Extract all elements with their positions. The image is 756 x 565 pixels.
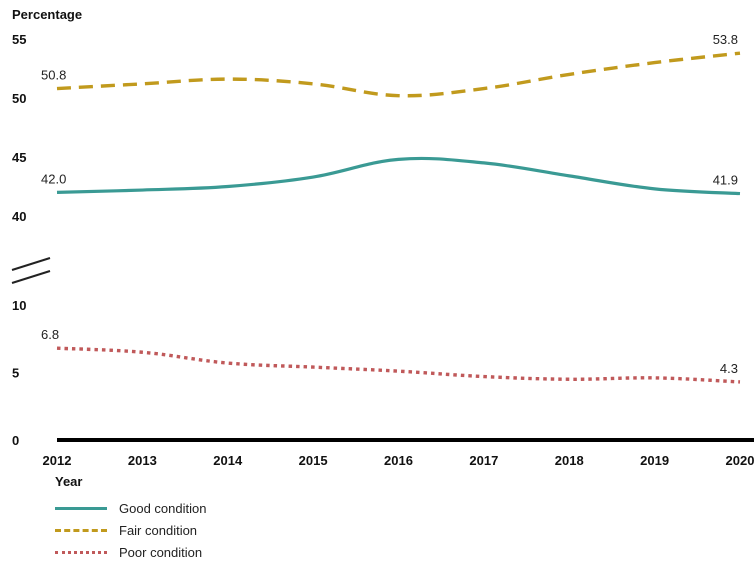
y-tick-label: 10 xyxy=(12,298,26,313)
legend-swatch xyxy=(55,506,107,510)
data-point xyxy=(739,381,741,383)
data-point xyxy=(227,362,229,364)
data-point xyxy=(312,176,314,178)
data-point xyxy=(56,191,58,193)
data-point xyxy=(483,376,485,378)
data-point xyxy=(568,73,570,75)
data-point xyxy=(398,95,400,97)
data-label: 53.8 xyxy=(713,32,738,47)
data-point xyxy=(141,83,143,85)
legend-swatch xyxy=(55,528,107,532)
x-tick-label: 2019 xyxy=(640,453,669,468)
data-point xyxy=(141,351,143,353)
legend-label: Good condition xyxy=(119,500,207,516)
y-tick-label: 5 xyxy=(12,366,19,381)
data-label: 4.3 xyxy=(720,361,738,376)
legend-swatch xyxy=(55,550,107,554)
data-point xyxy=(141,189,143,191)
x-tick-label: 2020 xyxy=(726,453,755,468)
axis-break-mark xyxy=(11,270,51,284)
data-point xyxy=(227,186,229,188)
data-point xyxy=(312,83,314,85)
x-tick-label: 2012 xyxy=(43,453,72,468)
data-point xyxy=(654,188,656,190)
legend-item: Good condition xyxy=(55,497,206,519)
legend-label: Fair condition xyxy=(119,522,198,538)
legend-item: Fair condition xyxy=(55,519,206,541)
data-label: 6.8 xyxy=(41,327,59,342)
legend-item: Poor condition xyxy=(55,541,206,563)
data-point xyxy=(739,52,741,54)
y-tick-label: 0 xyxy=(12,433,19,448)
x-tick-label: 2018 xyxy=(555,453,584,468)
x-tick-label: 2017 xyxy=(469,453,498,468)
x-tick-label: 2014 xyxy=(213,453,243,468)
data-point xyxy=(56,88,58,90)
x-tick-label: 2015 xyxy=(299,453,328,468)
data-point xyxy=(483,88,485,90)
series-line-good-condition xyxy=(56,156,741,196)
series-line-poor-condition xyxy=(56,346,741,384)
y-tick-label: 50 xyxy=(12,91,26,106)
data-point xyxy=(398,370,400,372)
x-tick-label: 2013 xyxy=(128,453,157,468)
data-point xyxy=(568,378,570,380)
axis-break-mark xyxy=(11,257,51,271)
data-point xyxy=(483,162,485,164)
x-tick-label: 2016 xyxy=(384,453,413,468)
data-point xyxy=(227,78,229,80)
data-point xyxy=(398,158,400,160)
data-point xyxy=(56,347,58,349)
data-point xyxy=(654,377,656,379)
data-point xyxy=(312,366,314,368)
data-label: 41.9 xyxy=(713,173,738,188)
data-label: 42.0 xyxy=(41,171,66,186)
data-label: 50.8 xyxy=(41,68,66,83)
y-tick-label: 45 xyxy=(12,150,26,165)
data-point xyxy=(739,193,741,195)
data-point xyxy=(654,62,656,64)
y-axis-title: Percentage xyxy=(12,7,82,22)
data-point xyxy=(568,175,570,177)
x-axis-title: Year xyxy=(55,474,82,489)
y-tick-label: 55 xyxy=(12,32,26,47)
y-tick-label: 40 xyxy=(12,209,26,224)
legend-label: Poor condition xyxy=(119,544,203,560)
legend: Good condition Fair condition Poor conditi… xyxy=(55,497,206,563)
series-line-fair-condition xyxy=(56,51,741,98)
